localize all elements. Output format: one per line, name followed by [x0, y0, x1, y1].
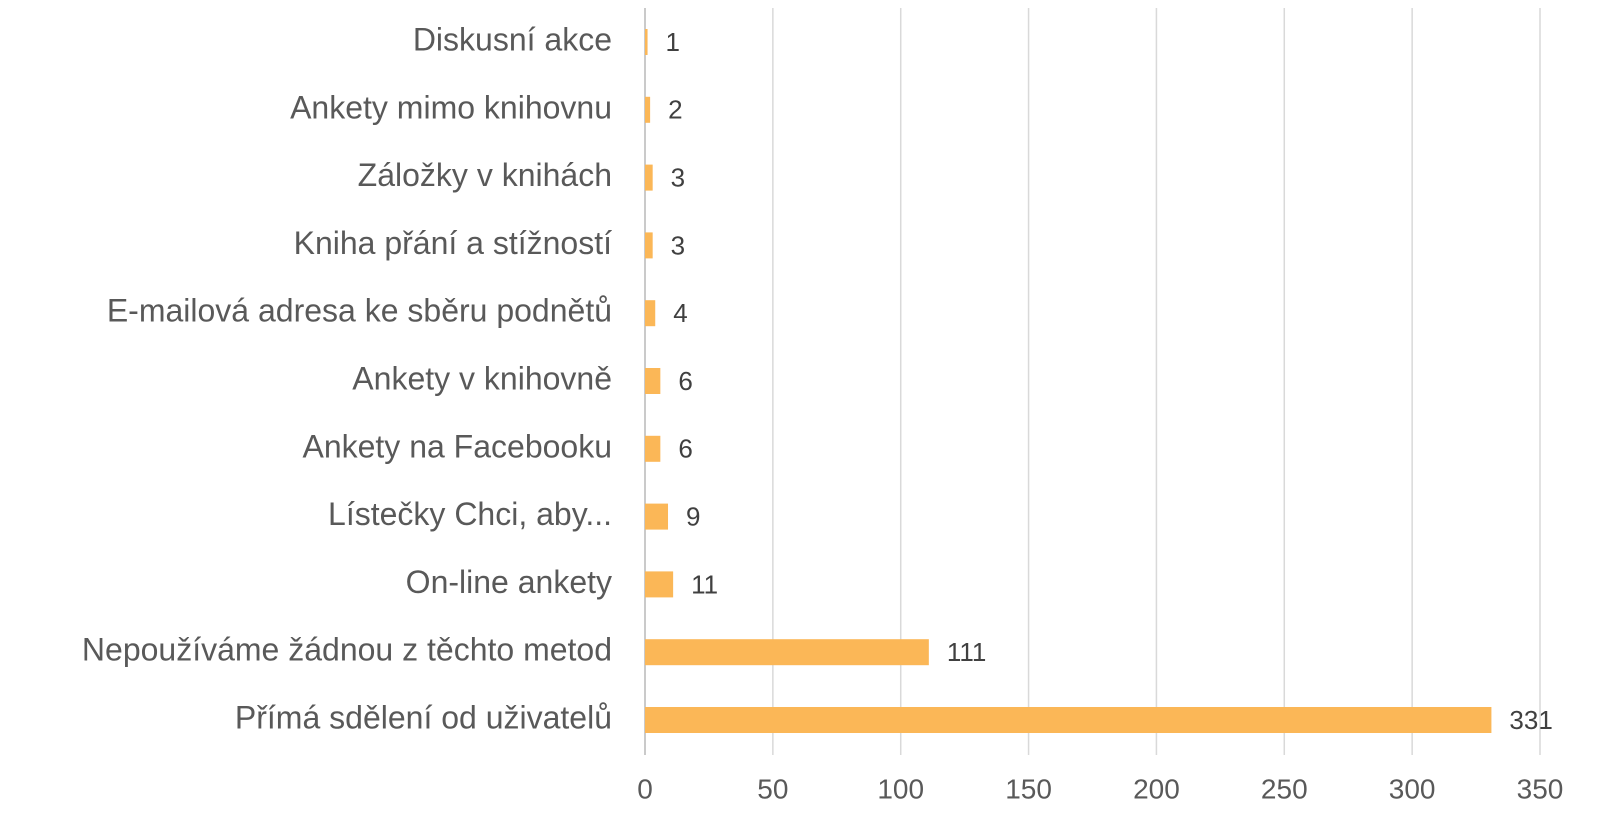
bar: [645, 232, 653, 259]
y-tick-label: Ankety na Facebooku: [302, 428, 612, 464]
bar: [645, 435, 661, 462]
bar: [645, 503, 669, 530]
bar: [645, 571, 674, 598]
value-label: 9: [686, 501, 700, 531]
y-tick-label: Ankety v knihovně: [352, 360, 612, 396]
x-tick-label: 350: [1517, 773, 1564, 804]
y-tick-label: Záložky v knihách: [358, 157, 612, 193]
value-label: 1: [666, 27, 680, 57]
value-label: 11: [691, 569, 718, 599]
value-label: 6: [678, 434, 692, 464]
value-label: 2: [668, 95, 682, 125]
y-tick-label: Diskusní akce: [413, 21, 612, 57]
value-label: 6: [678, 366, 692, 396]
bar: [645, 29, 648, 55]
y-tick-label: Ankety mimo knihovnu: [290, 89, 612, 125]
x-tick-label: 300: [1389, 773, 1436, 804]
value-label: 4: [673, 298, 687, 328]
y-tick-label: On-line ankety: [406, 564, 612, 600]
y-tick-label: Nepoužíváme žádnou z těchto metod: [82, 632, 612, 668]
y-tick-label: Kniha přání a stížností: [294, 225, 613, 261]
bar: [645, 707, 1492, 733]
value-label: 111: [947, 637, 987, 667]
y-tick-label: Lístečky Chci, aby...: [328, 496, 612, 532]
bar: [645, 300, 656, 327]
x-tick-label: 0: [637, 773, 653, 804]
x-tick-label: 250: [1261, 773, 1308, 804]
x-tick-label: 150: [1005, 773, 1052, 804]
bar: [645, 368, 661, 394]
x-tick-label: 50: [757, 773, 788, 804]
y-tick-label: E-mailová adresa ke sběru podnětů: [107, 293, 612, 329]
value-label: 3: [671, 162, 685, 192]
bar: [645, 164, 653, 191]
y-tick-label: Přímá sdělení od uživatelů: [235, 699, 612, 735]
value-label: 3: [671, 230, 685, 260]
x-tick-label: 100: [877, 773, 924, 804]
value-label: 331: [1509, 705, 1552, 735]
bar: [645, 96, 651, 123]
bar: [645, 639, 929, 666]
x-tick-label: 200: [1133, 773, 1180, 804]
